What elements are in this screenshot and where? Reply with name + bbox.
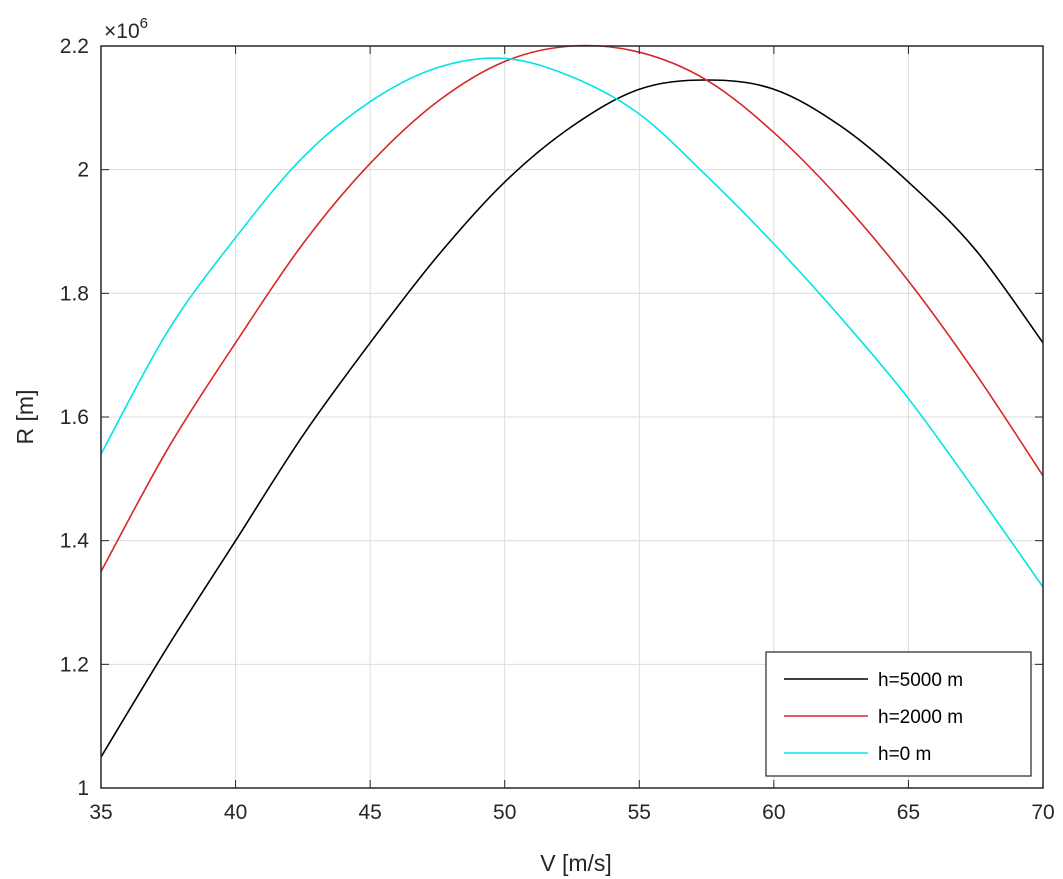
y-tick-label: 1.6 (60, 406, 89, 429)
x-tick-label: 55 (628, 801, 651, 824)
series-line-2 (100, 44, 1044, 572)
x-tick-label: 40 (224, 801, 247, 824)
x-tick-label: 70 (1031, 801, 1054, 824)
x-tick-label: 35 (89, 801, 112, 824)
x-tick-label: 60 (762, 801, 785, 824)
x-tick-label: 65 (897, 801, 920, 824)
legend-box (765, 651, 1032, 777)
x-tick-label: 45 (358, 801, 381, 824)
x-tick-labels: 35 40 45 50 55 60 65 70 (89, 801, 1054, 824)
y-axis-label: R [m] (12, 390, 38, 445)
y-tick-labels: 1 1.2 1.4 1.6 1.8 2 2.2 (60, 35, 90, 800)
grid-lines (100, 45, 1044, 789)
legend: h=5000 m h=2000 m h=0 m (765, 651, 1032, 777)
y-tick-label: 2.2 (60, 35, 89, 58)
y-tick-label: 1.8 (60, 282, 89, 305)
legend-entry-label: h=5000 m (878, 670, 963, 691)
y-multiplier: ×106 (104, 15, 148, 43)
y-tick-label: 1 (77, 777, 89, 800)
series-line-3 (100, 57, 1044, 588)
x-axis-label: V [m/s] (540, 850, 612, 876)
series-layer (100, 44, 1044, 758)
y-multiplier-base: ×10 (104, 20, 140, 43)
series-line-1 (100, 79, 1044, 758)
tick-marks (100, 45, 1044, 789)
x-tick-label: 50 (493, 801, 516, 824)
y-tick-label: 2 (77, 159, 89, 182)
y-tick-label: 1.4 (60, 530, 90, 553)
legend-entry-label: h=0 m (878, 744, 931, 765)
y-tick-label: 1.2 (60, 653, 89, 676)
legend-entry-label: h=2000 m (878, 707, 963, 728)
y-multiplier-exponent: 6 (140, 15, 148, 32)
